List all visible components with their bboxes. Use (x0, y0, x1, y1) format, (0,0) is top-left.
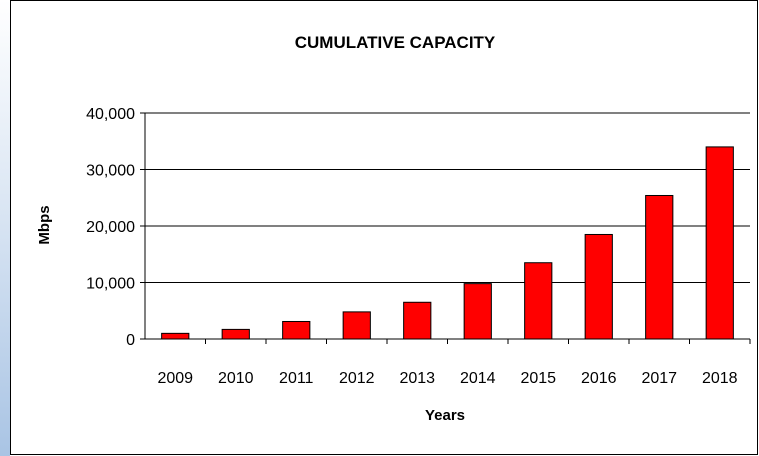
bar-2014 (463, 283, 492, 340)
x-tick-label: 2014 (460, 370, 496, 387)
y-tick-label: 10,000 (86, 276, 135, 293)
bar-2009 (161, 332, 190, 340)
y-tick-label: 30,000 (86, 163, 135, 180)
bar-2011 (282, 320, 311, 340)
bar-2012 (342, 311, 371, 340)
bar-2017 (645, 194, 674, 340)
y-tick-label: 40,000 (86, 106, 135, 123)
x-tick-label: 2009 (157, 370, 193, 387)
chart-frame (10, 0, 758, 455)
bar-2018 (705, 146, 734, 340)
bar-2015 (524, 262, 553, 340)
x-tick-label: 2015 (520, 370, 556, 387)
x-tick-label: 2016 (581, 370, 617, 387)
x-tick-label: 2012 (339, 370, 375, 387)
x-tick-label: 2013 (399, 370, 435, 387)
y-tick-label: 0 (126, 332, 135, 349)
plot-area: 0 10,000 20,000 30,000 40,000 2009 2010 2011 201… (86, 106, 751, 387)
x-tick-label: 2011 (279, 370, 314, 387)
y-axis-title: Mbps (36, 205, 53, 244)
x-axis-title: Years (425, 407, 465, 424)
left-background-strip (0, 0, 10, 456)
y-tick-label: 20,000 (86, 219, 135, 236)
chart-title: CUMULATIVE CAPACITY (295, 33, 496, 52)
x-tick-label: 2017 (641, 370, 677, 387)
x-tick-label: 2010 (218, 370, 254, 387)
bar-2016 (584, 233, 613, 340)
bar-2013 (403, 301, 432, 340)
x-tick-label: 2018 (702, 370, 738, 387)
bar-2010 (221, 328, 250, 340)
